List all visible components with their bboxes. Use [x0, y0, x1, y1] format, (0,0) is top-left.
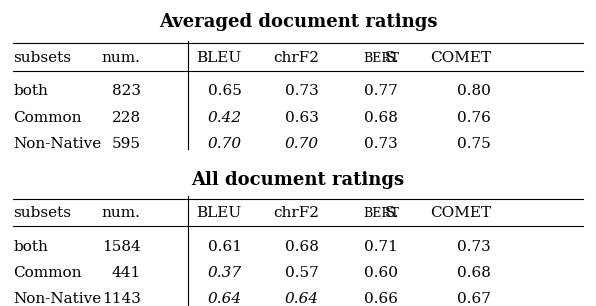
Text: 0.64: 0.64 — [207, 292, 241, 306]
Text: COMET: COMET — [430, 51, 491, 65]
Text: 0.68: 0.68 — [457, 266, 491, 280]
Text: 0.67: 0.67 — [457, 292, 491, 306]
Text: Non-Native: Non-Native — [13, 137, 101, 151]
Text: 1584: 1584 — [102, 240, 141, 254]
Text: num.: num. — [102, 51, 141, 65]
Text: BLEU: BLEU — [197, 51, 241, 65]
Text: 0.60: 0.60 — [364, 266, 398, 280]
Text: 0.70: 0.70 — [207, 137, 241, 151]
Text: Non-Native: Non-Native — [13, 292, 101, 306]
Text: 0.80: 0.80 — [457, 84, 491, 99]
Text: 0.57: 0.57 — [285, 266, 319, 280]
Text: 0.73: 0.73 — [364, 137, 398, 151]
Text: 0.65: 0.65 — [208, 84, 241, 99]
Text: Common: Common — [13, 110, 82, 125]
Text: chrF2: chrF2 — [273, 51, 319, 65]
Text: 0.68: 0.68 — [364, 110, 398, 125]
Text: subsets: subsets — [13, 51, 72, 65]
Text: BERT: BERT — [363, 207, 399, 220]
Text: 1143: 1143 — [102, 292, 141, 306]
Text: 0.73: 0.73 — [285, 84, 319, 99]
Text: 441: 441 — [111, 266, 141, 280]
Text: 595: 595 — [112, 137, 141, 151]
Text: 0.37: 0.37 — [207, 266, 241, 280]
Text: 0.61: 0.61 — [207, 240, 241, 254]
Text: subsets: subsets — [13, 206, 72, 220]
Text: 0.66: 0.66 — [364, 292, 398, 306]
Text: chrF2: chrF2 — [273, 206, 319, 220]
Text: 823: 823 — [112, 84, 141, 99]
Text: S.: S. — [385, 51, 399, 65]
Text: S.: S. — [385, 206, 399, 220]
Text: 0.77: 0.77 — [364, 84, 398, 99]
Text: Common: Common — [13, 266, 82, 280]
Text: 228: 228 — [111, 110, 141, 125]
Text: 0.73: 0.73 — [457, 240, 491, 254]
Text: 0.70: 0.70 — [285, 137, 319, 151]
Text: num.: num. — [102, 206, 141, 220]
Text: 0.68: 0.68 — [285, 240, 319, 254]
Text: Averaged document ratings: Averaged document ratings — [159, 13, 437, 31]
Text: COMET: COMET — [430, 206, 491, 220]
Text: both: both — [13, 84, 48, 99]
Text: both: both — [13, 240, 48, 254]
Text: 0.75: 0.75 — [457, 137, 491, 151]
Text: 0.42: 0.42 — [207, 110, 241, 125]
Text: All document ratings: All document ratings — [191, 171, 405, 189]
Text: 0.76: 0.76 — [457, 110, 491, 125]
Text: BLEU: BLEU — [197, 206, 241, 220]
Text: BERT: BERT — [363, 51, 399, 65]
Text: 0.71: 0.71 — [364, 240, 398, 254]
Text: 0.64: 0.64 — [285, 292, 319, 306]
Text: 0.63: 0.63 — [285, 110, 319, 125]
